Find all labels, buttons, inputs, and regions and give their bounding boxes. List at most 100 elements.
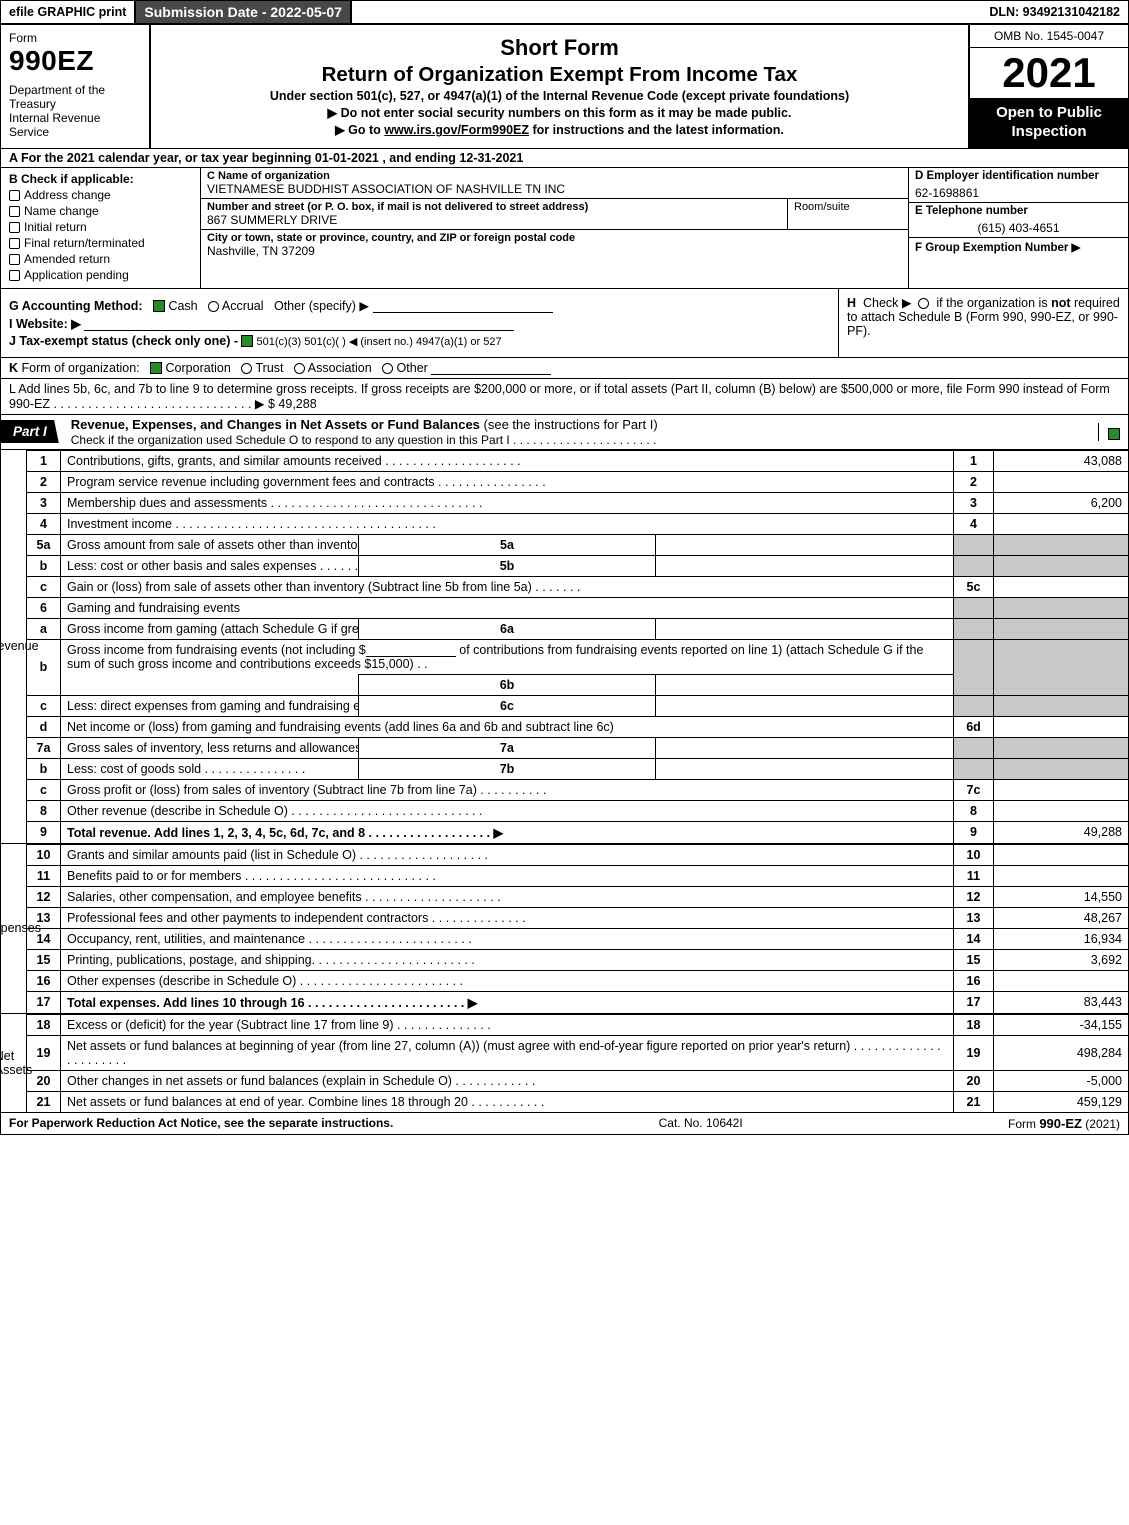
omb-number: OMB No. 1545-0047 [970,25,1128,48]
footer-right: Form 990-EZ (2021) [1008,1116,1120,1131]
form-header: Form 990EZ Department of the Treasury In… [0,25,1129,149]
table-row: 11Benefits paid to or for members . . . … [27,865,1129,886]
other-specify-input[interactable] [373,299,553,313]
ein-value: 62-1698861 [909,184,1128,203]
short-form-title: Short Form [159,35,960,61]
line-1-desc: Contributions, gifts, grants, and simila… [61,450,954,471]
website-input[interactable] [84,317,514,331]
form-subtitle: Under section 501(c), 527, or 4947(a)(1)… [159,89,960,103]
part-i-tag: Part I [1,420,59,443]
line-21-amount: 459,129 [994,1091,1129,1112]
page-footer: For Paperwork Reduction Act Notice, see … [0,1113,1129,1135]
bullet-goto: ▶ Go to www.irs.gov/Form990EZ for instru… [159,122,960,137]
goto-post: for instructions and the latest informat… [529,123,784,137]
city-label: City or town, state or province, country… [207,232,902,244]
table-row: c Less: direct expenses from gaming and … [27,695,1129,716]
radio-icon[interactable] [241,363,252,374]
table-row: 19Net assets or fund balances at beginni… [27,1035,1129,1070]
line-l-amount: 49,288 [278,397,316,411]
box-b: B Check if applicable: Address change Na… [1,168,201,288]
line-l: L Add lines 5b, 6c, and 7b to line 9 to … [0,379,1129,415]
entity-block: B Check if applicable: Address change Na… [0,168,1129,289]
box-b-intro: B Check if applicable: [9,172,192,186]
line-15-amount: 3,692 [994,949,1129,970]
table-row: 15Printing, publications, postage, and s… [27,949,1129,970]
box-def: D Employer identification number 62-1698… [908,168,1128,288]
netassets-table: 18Excess or (deficit) for the year (Subt… [26,1014,1129,1113]
line-9-amount: 49,288 [994,821,1129,843]
table-row: 2 Program service revenue including gove… [27,471,1129,492]
table-row: b Gross income from fundraising events (… [27,639,1129,674]
table-row: 9 Total revenue. Add lines 1, 2, 3, 4, 5… [27,821,1129,843]
checkbox-icon [9,238,20,249]
header-center: Short Form Return of Organization Exempt… [151,25,968,148]
radio-icon[interactable] [918,298,929,309]
line-k: K Form of organization: Corporation Trus… [0,358,1129,379]
box-e-label: E Telephone number [909,203,1128,219]
other-org-input[interactable] [431,361,551,375]
radio-icon[interactable] [382,363,393,374]
check-icon [1108,428,1120,440]
fundraising-amount-input[interactable] [366,643,456,657]
efile-label[interactable]: efile GRAPHIC print [1,1,136,23]
table-row: b Less: cost of goods sold . . . . . . .… [27,758,1129,779]
table-row: 17Total expenses. Add lines 10 through 1… [27,991,1129,1013]
chk-initial-return[interactable]: Initial return [9,220,192,234]
topbar: efile GRAPHIC print Submission Date - 20… [0,0,1129,25]
chk-amended-return[interactable]: Amended return [9,252,192,266]
city-value: Nashville, TN 37209 [207,244,902,258]
gij-left: G Accounting Method: Cash Accrual Other … [1,289,838,357]
radio-icon[interactable] [294,363,305,374]
box-c: C Name of organization VIETNAMESE BUDDHI… [201,168,908,288]
box-f-label: F Group Exemption Number ▶ [909,238,1128,256]
line-i: I Website: ▶ [9,316,830,331]
tax-year: 2021 [970,48,1128,98]
table-row: 1 Contributions, gifts, grants, and simi… [27,450,1129,471]
table-row: 14Occupancy, rent, utilities, and mainte… [27,928,1129,949]
form-number: 990EZ [9,45,141,77]
table-row: 18Excess or (deficit) for the year (Subt… [27,1014,1129,1035]
submission-date: Submission Date - 2022-05-07 [136,1,352,23]
table-row: 8 Other revenue (describe in Schedule O)… [27,800,1129,821]
line-12-amount: 14,550 [994,886,1129,907]
irs-link[interactable]: www.irs.gov/Form990EZ [384,123,529,137]
chk-final-return[interactable]: Final return/terminated [9,236,192,250]
table-row: b Less: cost or other basis and sales ex… [27,555,1129,576]
table-row: 5a Gross amount from sale of assets othe… [27,534,1129,555]
table-row: 13Professional fees and other payments t… [27,907,1129,928]
ghij-block: G Accounting Method: Cash Accrual Other … [0,289,1129,358]
table-row: 10Grants and similar amounts paid (list … [27,844,1129,865]
footer-left: For Paperwork Reduction Act Notice, see … [9,1116,393,1131]
table-row: 12Salaries, other compensation, and empl… [27,886,1129,907]
chk-address-change[interactable]: Address change [9,188,192,202]
table-row: 20Other changes in net assets or fund ba… [27,1070,1129,1091]
chk-name-change[interactable]: Name change [9,204,192,218]
radio-icon[interactable] [208,301,219,312]
row-a-tax-year: A For the 2021 calendar year, or tax yea… [0,149,1129,168]
table-row: 7a Gross sales of inventory, less return… [27,737,1129,758]
checkbox-icon [9,254,20,265]
box-c-label: C Name of organization [207,170,902,182]
line-14-amount: 16,934 [994,928,1129,949]
phone-value: (615) 403-4651 [909,219,1128,238]
line-20-amount: -5,000 [994,1070,1129,1091]
form-title: Return of Organization Exempt From Incom… [159,63,960,87]
side-expenses: Expenses [0,844,26,1014]
side-revenue: Revenue [0,450,26,844]
check-icon [153,300,165,312]
line-j: J Tax-exempt status (check only one) - 5… [9,334,830,348]
side-netassets: Net Assets [0,1014,26,1113]
line-19-amount: 498,284 [994,1035,1129,1070]
table-row: d Net income or (loss) from gaming and f… [27,716,1129,737]
form-word: Form [9,31,141,45]
check-icon [241,335,253,347]
chk-application-pending[interactable]: Application pending [9,268,192,282]
table-row: 21Net assets or fund balances at end of … [27,1091,1129,1112]
part-i-title: Revenue, Expenses, and Changes in Net As… [67,415,1098,449]
line-17-amount: 83,443 [994,991,1129,1013]
checkbox-icon [9,190,20,201]
part-i-check[interactable] [1098,423,1128,441]
box-d-label: D Employer identification number [909,168,1128,184]
revenue-table: 1 Contributions, gifts, grants, and simi… [26,450,1129,844]
goto-pre: ▶ Go to [335,123,384,137]
